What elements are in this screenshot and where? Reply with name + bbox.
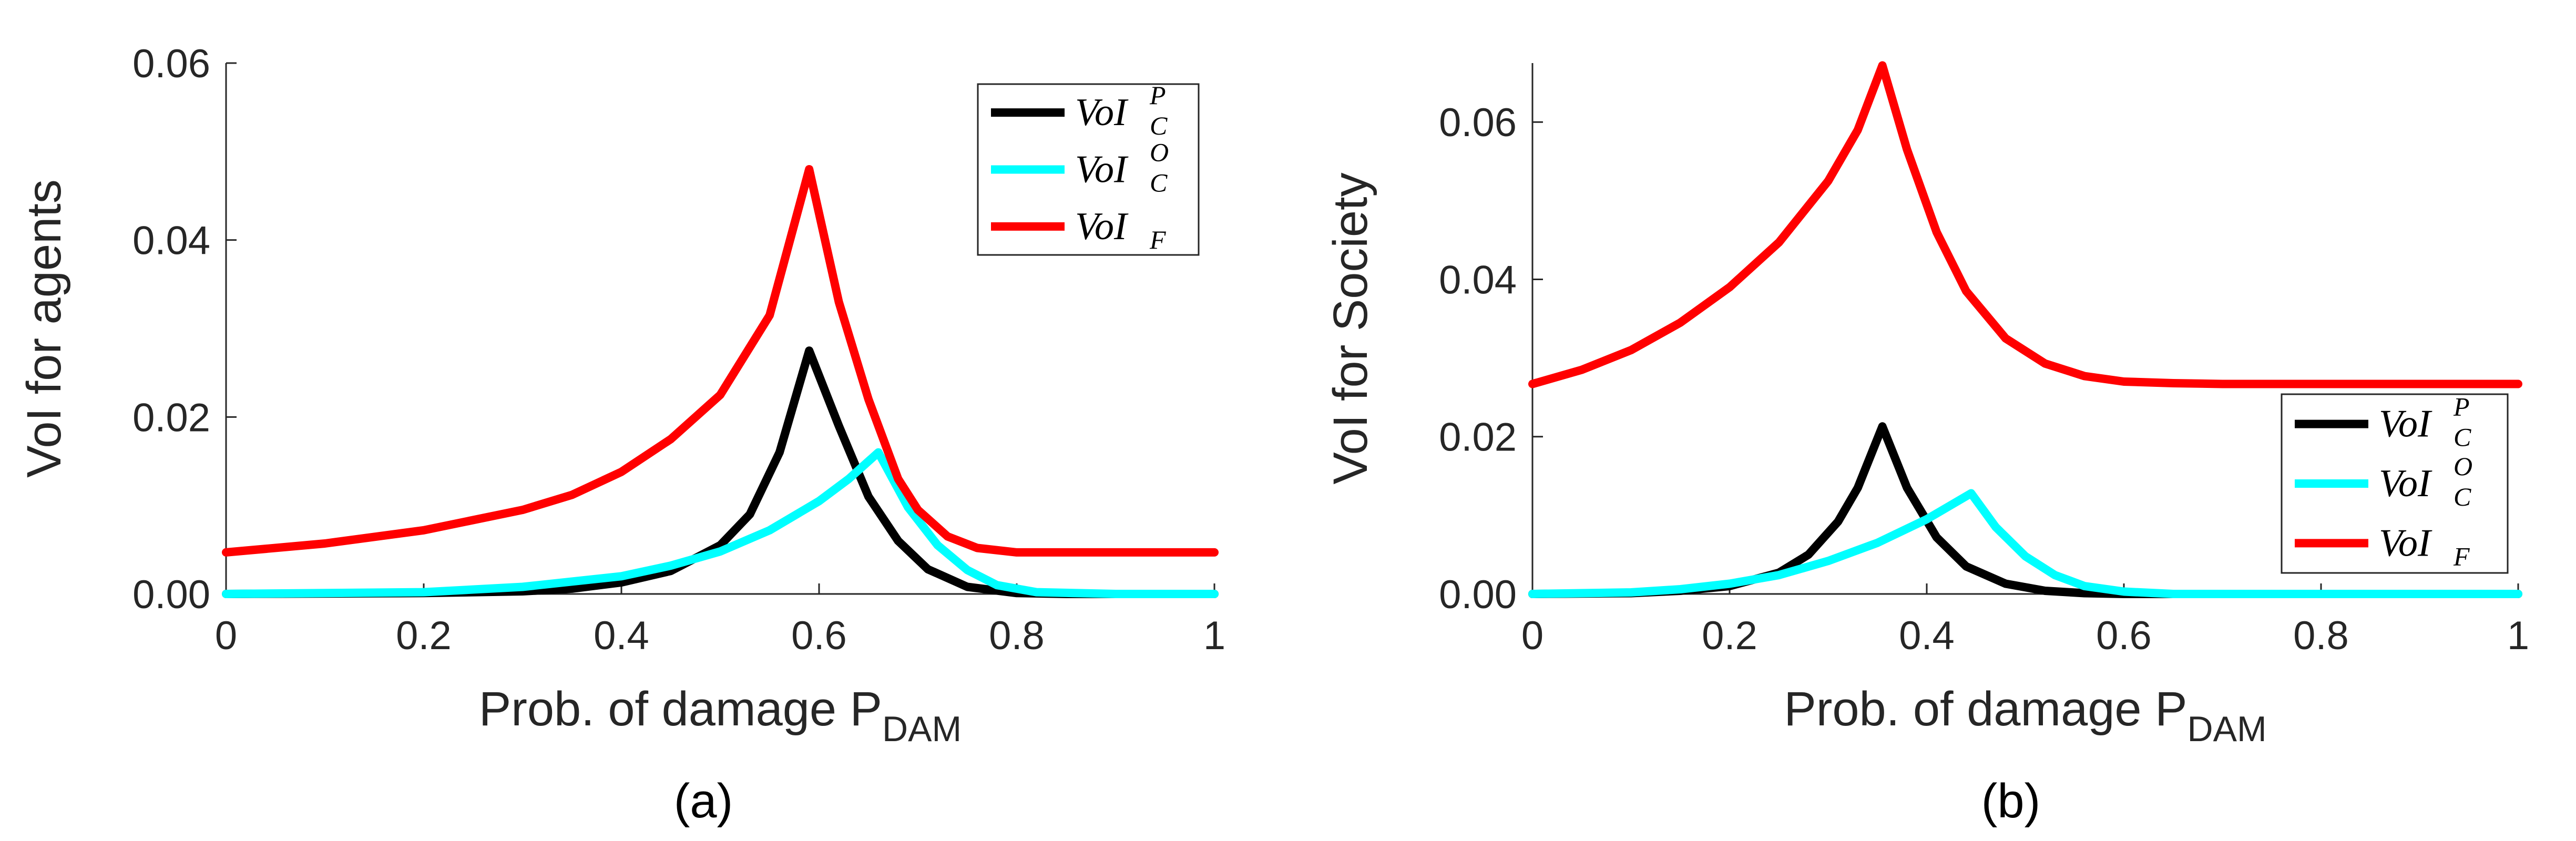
x-tick-label: 0.8: [989, 613, 1045, 658]
legend-entry-superscript: O: [2454, 452, 2472, 481]
x-tick-label: 0: [1521, 613, 1543, 658]
y-axis-label: VoI for agents: [17, 179, 71, 478]
series-line: [1528, 61, 2522, 388]
x-tick-label: 0.8: [2293, 613, 2349, 658]
y-tick-label: 0.06: [132, 42, 210, 86]
y-tick-label: 0.04: [132, 219, 210, 263]
panel-a-vi-for-agents: (a) 0 0.2 0.4 0.6 0.8 1 0.00 0.02 0.04 0.06 Prob. …: [17, 42, 1225, 828]
legend-entry-subscript: C: [1150, 111, 1168, 140]
x-axis-label-subscript: DAM: [882, 709, 962, 749]
x-axis-label: Prob. of damage PDAM: [1784, 682, 2266, 749]
y-tick-label: 0.06: [1439, 100, 1517, 145]
legend-entry-label: VoI: [2379, 521, 2432, 565]
x-axis-label: Prob. of damage PDAM: [479, 682, 962, 749]
x-tick-label: 0.2: [396, 613, 452, 658]
legend-entry-superscript: O: [1150, 138, 1169, 167]
x-axis-label-subscript: DAM: [2187, 709, 2267, 749]
x-tick-label: 0: [215, 613, 237, 658]
legend-entry-subscript: F: [2453, 541, 2470, 571]
series-line: [1528, 489, 2522, 598]
x-tick-label: 0.2: [1702, 613, 1757, 658]
legend-entry-subscript: C: [2454, 482, 2471, 511]
panel-a-label: (a): [674, 774, 733, 828]
legend-entry-subscript: C: [2454, 423, 2471, 452]
legend-entry-label: VoI: [2379, 403, 2432, 446]
y-tick-label: 0.00: [132, 572, 210, 617]
x-tick-label: 0.4: [1899, 613, 1955, 658]
x-tick-label: 0.6: [791, 613, 847, 658]
series-line: [222, 448, 1219, 598]
legend-entry-label: VoI: [2379, 462, 2432, 505]
x-tick-label: 0.4: [594, 613, 649, 658]
x-tick-label: 1: [2507, 613, 2529, 658]
y-axis-label: VoI for Society: [1324, 172, 1377, 484]
legend-entry-superscript: P: [1149, 80, 1166, 110]
panel-b-label: (b): [1981, 774, 2040, 828]
y-tick-label: 0.02: [132, 395, 210, 440]
y-tick-label: 0.00: [1439, 572, 1517, 617]
panel-b-vi-for-society: (b) 0 0.2 0.4 0.6 0.8 1 0.00 0.02 0.04 0.06 Prob. …: [1324, 61, 2529, 828]
x-tick-label: 1: [1203, 613, 1225, 658]
legend-entry-label: VoI: [1075, 91, 1129, 134]
x-tick-label: 0.6: [2096, 613, 2152, 658]
y-tick-label: 0.04: [1439, 258, 1517, 302]
legend-entry-subscript: F: [1149, 225, 1166, 254]
series-line: [222, 346, 1219, 598]
legend-entry-label: VoI: [1075, 205, 1129, 248]
legend-entry-label: VoI: [1075, 148, 1129, 191]
y-tick-label: 0.02: [1439, 415, 1517, 460]
series-line: [222, 165, 1219, 557]
legend-entry-superscript: P: [2453, 392, 2470, 422]
legend-entry-subscript: C: [1150, 168, 1168, 198]
